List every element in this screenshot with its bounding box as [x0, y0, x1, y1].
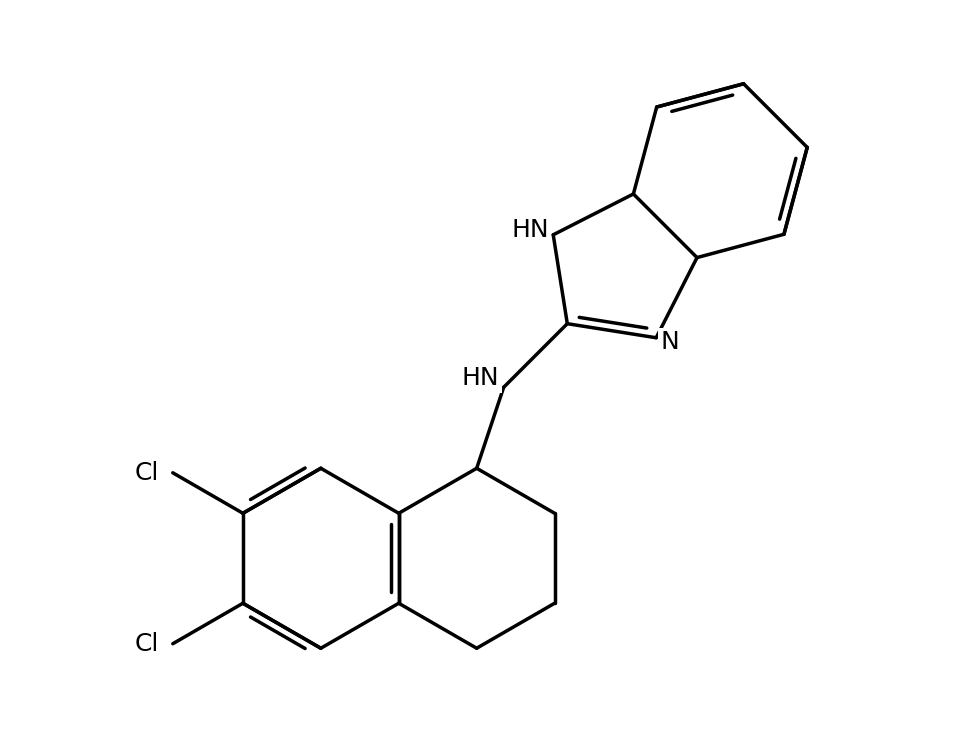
Text: N: N — [661, 330, 679, 354]
Text: HN: HN — [462, 366, 499, 390]
Text: Cl: Cl — [135, 460, 160, 485]
Text: Cl: Cl — [135, 632, 160, 656]
Text: HN: HN — [512, 218, 549, 242]
